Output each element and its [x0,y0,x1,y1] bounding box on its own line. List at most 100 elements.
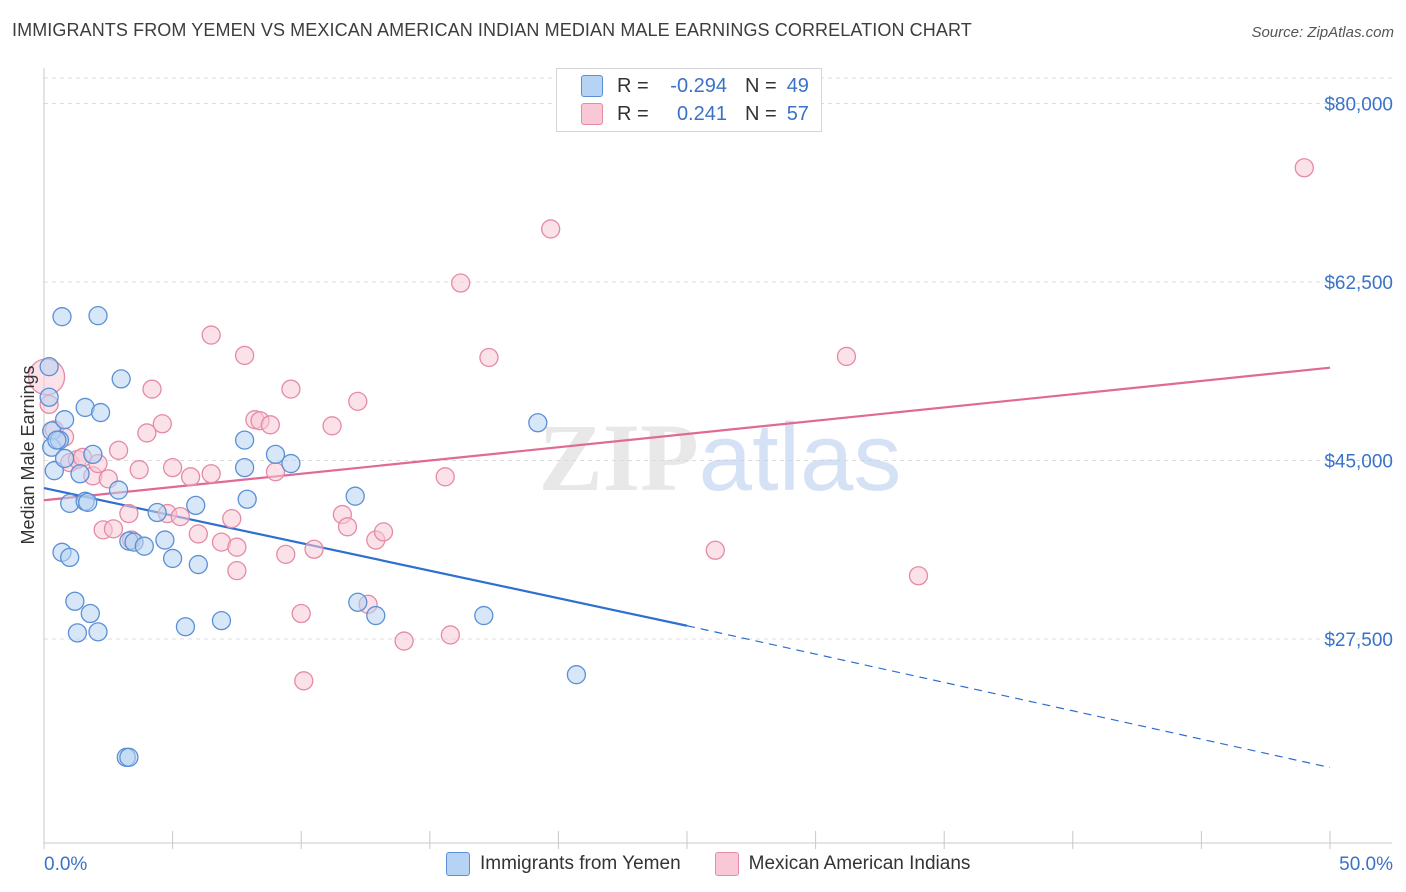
point-immigrants-from-yemen [155,530,175,550]
point-mexican-american-indians [103,519,124,539]
point-mexican-american-indians [394,631,414,651]
point-mexican-american-indians [337,517,358,537]
source-label: Source: ZipAtlas.com [1251,24,1394,41]
legend-label-yemen: Immigrants from Yemen [480,853,681,874]
point-immigrants-from-yemen [234,430,255,450]
point-immigrants-from-yemen [281,453,301,474]
point-mexican-american-indians [129,460,149,480]
point-immigrants-from-yemen [67,623,88,643]
y-tick-label: $80,000 [1324,95,1393,116]
point-immigrants-from-yemen [70,464,90,484]
point-mexican-american-indians [260,415,280,435]
point-mexican-american-indians [276,544,296,564]
points-immigrants-from-yemen [39,306,587,767]
y-axis-title: Median Male Earnings [18,365,38,544]
trend-line-yemen-projection [686,625,1331,769]
point-mexican-american-indians [201,464,221,484]
point-mexican-american-indians [142,379,162,399]
point-immigrants-from-yemen [65,591,85,611]
point-mexican-american-indians [294,671,314,691]
point-immigrants-from-yemen [44,461,64,481]
point-immigrants-from-yemen [111,369,131,389]
point-immigrants-from-yemen [39,357,59,377]
point-mexican-american-indians [451,273,471,293]
y-tick-label: $62,500 [1324,273,1393,294]
point-mexican-american-indians [152,414,172,434]
point-mexican-american-indians [180,467,201,487]
point-immigrants-from-yemen [345,486,365,506]
point-immigrants-from-yemen [566,665,587,685]
n-value: 49 [786,74,809,97]
trend-line-mexican [43,366,1331,502]
point-mexican-american-indians [234,345,255,366]
point-mexican-american-indians [291,603,311,624]
legend-swatch-pink [714,852,739,876]
r-label: R = [617,74,649,97]
point-immigrants-from-yemen [39,387,59,407]
point-immigrants-from-yemen [211,610,232,631]
point-immigrants-from-yemen [47,430,67,450]
point-mexican-american-indians [908,566,929,586]
point-immigrants-from-yemen [348,592,368,612]
point-immigrants-from-yemen [528,413,548,433]
point-mexican-american-indians [1294,158,1314,178]
x-tick-label-min: 0.0% [44,854,87,875]
x-tick-label-max: 50.0% [1339,854,1393,875]
point-immigrants-from-yemen [366,605,386,626]
point-immigrants-from-yemen [474,605,494,626]
point-mexican-american-indians [348,391,368,411]
point-mexican-american-indians [162,457,183,478]
legend-swatch-blue [446,852,470,876]
y-tick-label: $27,500 [1324,630,1393,651]
legend-swatch-blue [581,75,603,97]
r-value: 0.241 [676,102,727,125]
point-mexican-american-indians [119,503,139,524]
point-immigrants-from-yemen [265,444,286,465]
chart-title: IMMIGRANTS FROM YEMEN VS MEXICAN AMERICA… [12,20,972,40]
point-mexican-american-indians [435,467,455,487]
point-mexican-american-indians [304,539,324,559]
point-mexican-american-indians [541,219,561,239]
point-immigrants-from-yemen [119,747,139,767]
legend-item-mexican[interactable]: Mexican American Indians [714,852,971,876]
point-mexican-american-indians [373,522,394,542]
point-mexican-american-indians [479,347,499,368]
n-label: N = [745,102,777,125]
points-mexican-american-indians [27,158,1314,691]
point-immigrants-from-yemen [54,410,75,430]
point-immigrants-from-yemen [162,548,183,569]
point-mexican-american-indians [705,540,725,560]
point-mexican-american-indians [137,423,157,443]
point-immigrants-from-yemen [90,402,111,423]
correlation-legend: R = -0.294 N = 49 R = 0.241 N = 57 [556,68,822,132]
point-immigrants-from-yemen [186,495,206,516]
point-immigrants-from-yemen [234,457,255,478]
tick-labels: $27,500 $45,000 $62,500 $80,000 0.0% 50.0% Med… [18,95,1393,876]
point-immigrants-from-yemen [237,489,257,509]
series-legend: Immigrants from Yemen Mexican American I… [446,852,1004,876]
point-immigrants-from-yemen [88,622,108,642]
point-mexican-american-indians [322,416,342,436]
axes [43,68,1392,849]
point-immigrants-from-yemen [175,617,196,637]
point-immigrants-from-yemen [134,536,154,556]
legend-row-mexican: R = 0.241 N = 57 [581,102,809,126]
point-mexican-american-indians [108,440,129,460]
legend-item-yemen[interactable]: Immigrants from Yemen [446,852,681,876]
y-tick-label: $45,000 [1324,452,1393,473]
r-label: R = [617,102,649,125]
n-value: 57 [786,102,809,125]
point-immigrants-from-yemen [52,307,72,327]
point-immigrants-from-yemen [83,444,103,465]
point-immigrants-from-yemen [108,480,129,500]
point-immigrants-from-yemen [88,306,108,326]
point-mexican-american-indians [227,561,247,581]
legend-row-yemen: R = -0.294 N = 49 [581,74,809,98]
n-label: N = [745,74,777,97]
legend-label-mexican: Mexican American Indians [748,853,971,874]
point-immigrants-from-yemen [54,448,75,469]
point-immigrants-from-yemen [147,502,167,523]
r-value: -0.294 [670,74,727,97]
point-mexican-american-indians [836,346,857,367]
